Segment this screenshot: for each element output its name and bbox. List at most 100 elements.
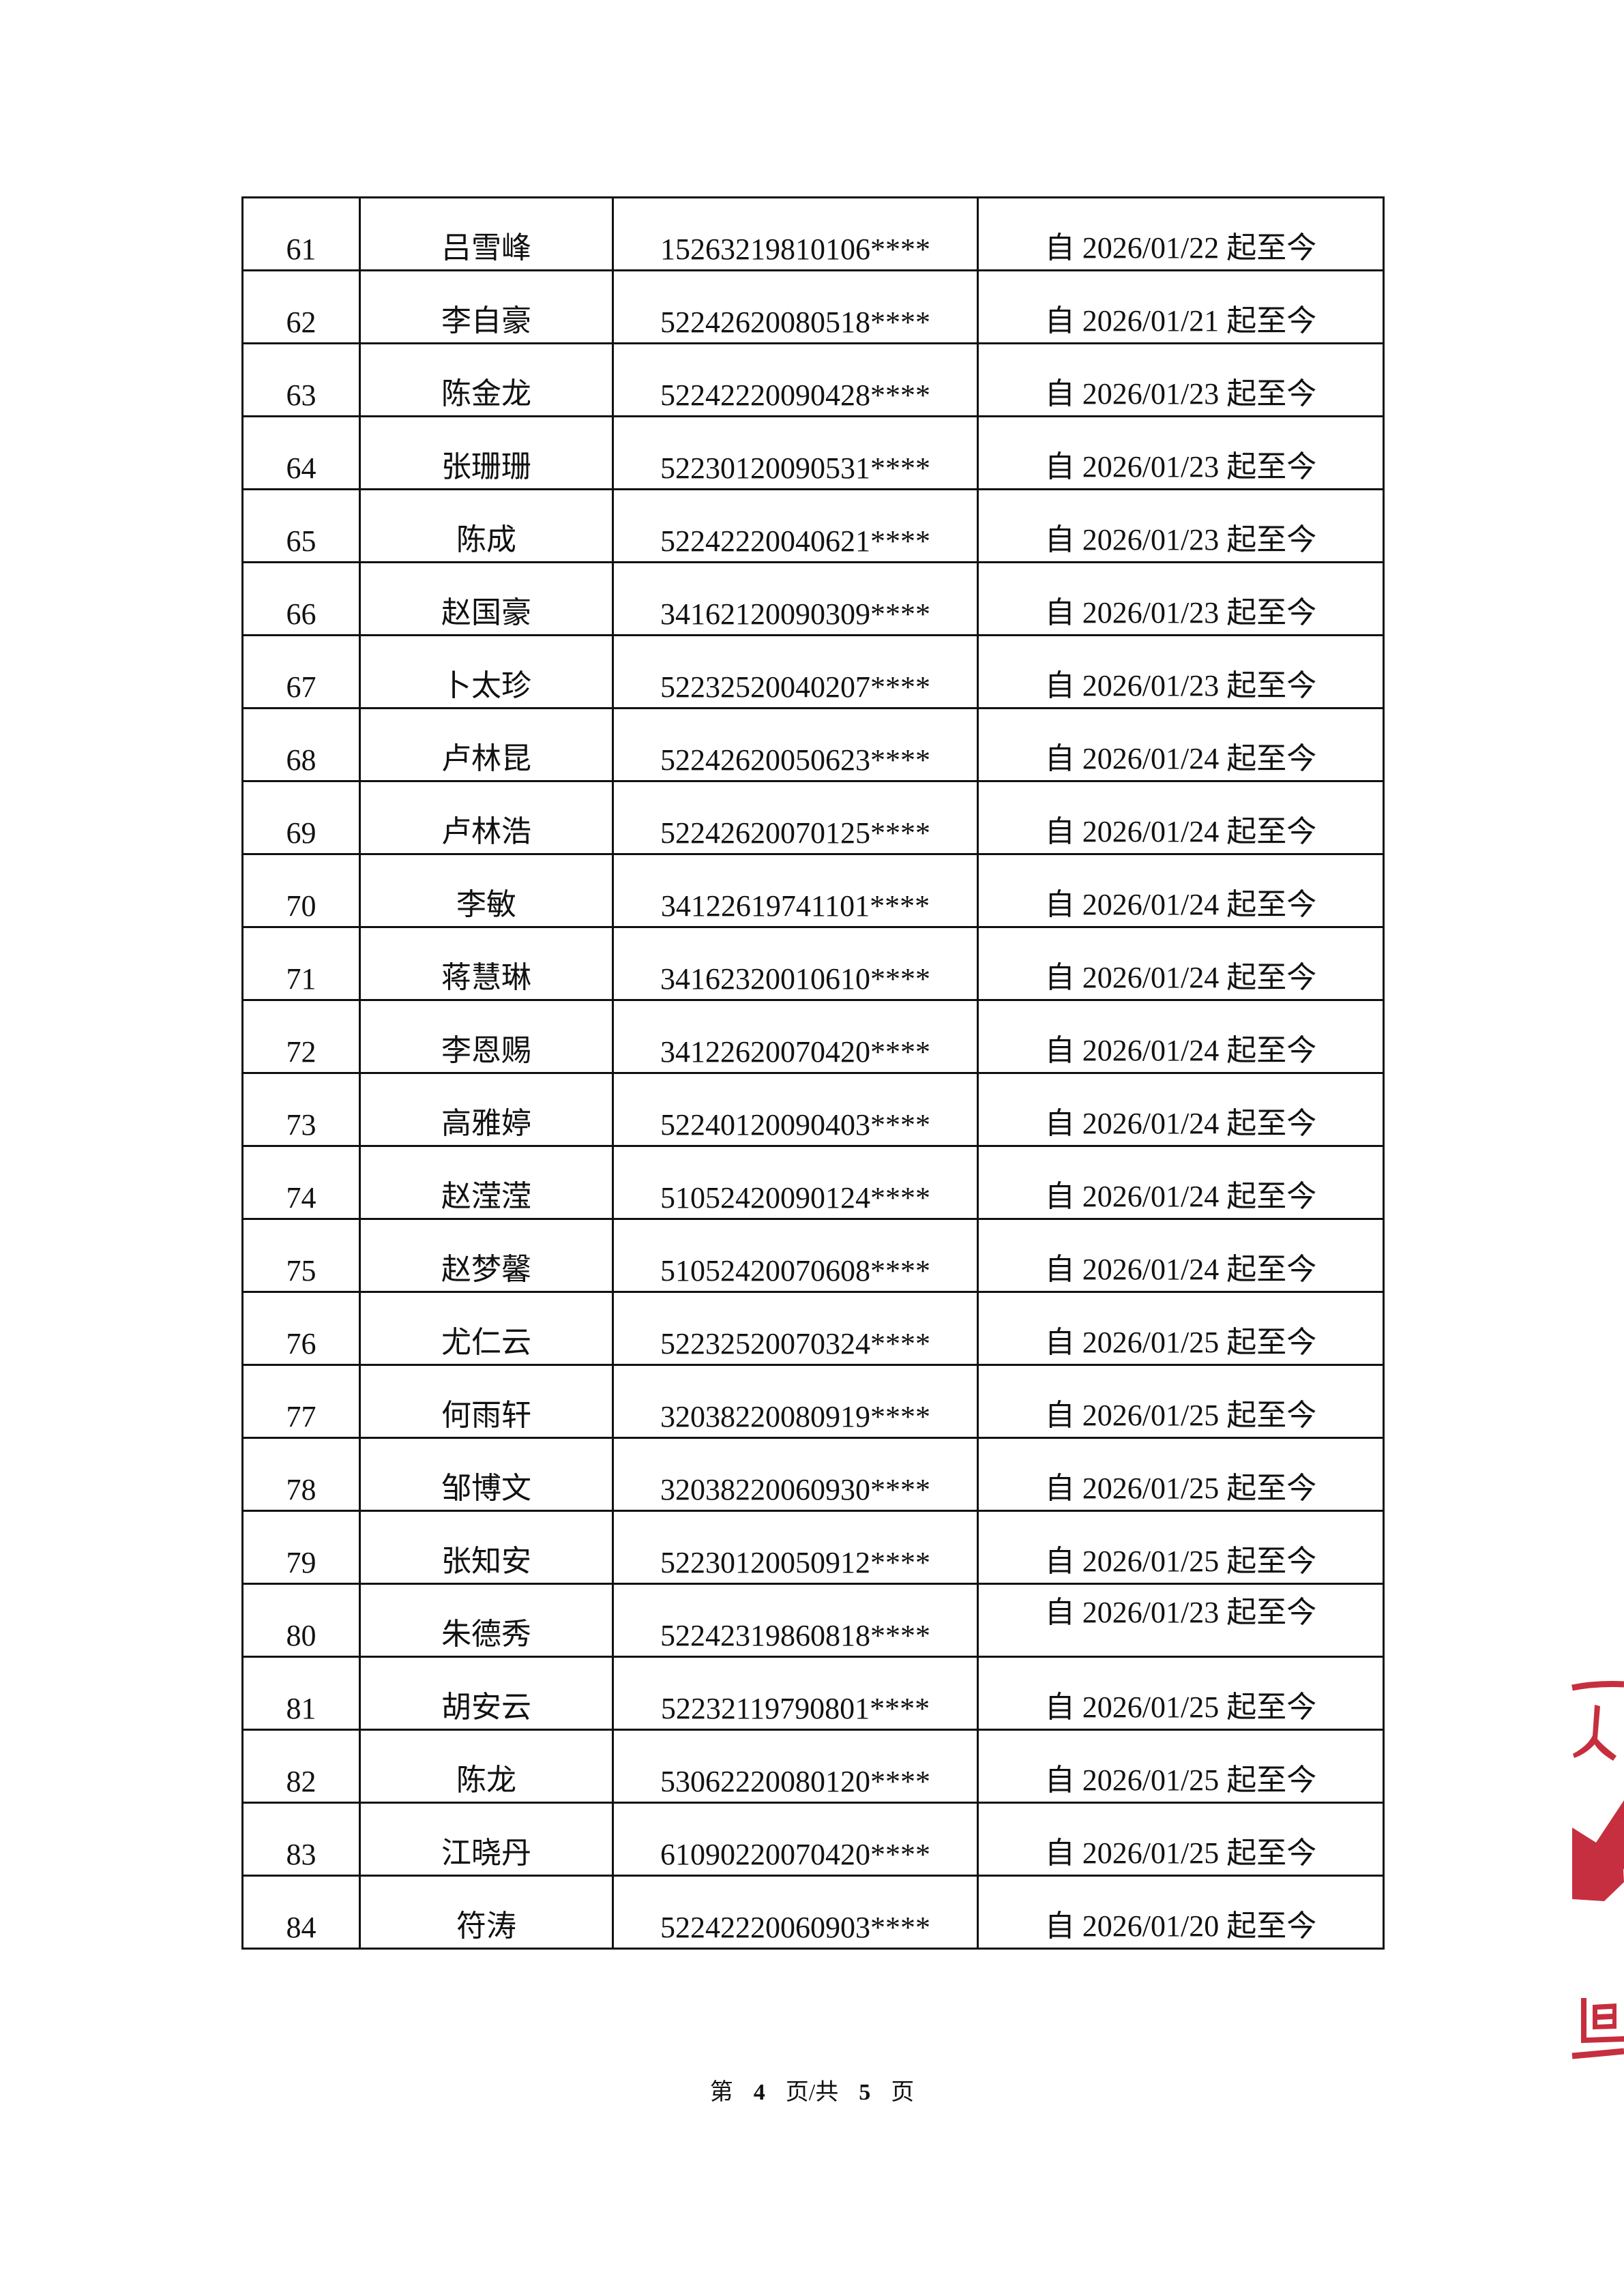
row-number-cell: 71 xyxy=(241,926,361,1001)
person-name: 赵梦馨 xyxy=(441,1253,531,1286)
person-name: 卢林浩 xyxy=(441,815,531,848)
footer-prefix: 第 xyxy=(709,2080,733,2105)
id-number-cell: 61090220070420**** xyxy=(612,1802,979,1877)
row-number-cell: 79 xyxy=(241,1510,361,1585)
row-number-cell: 83 xyxy=(241,1802,361,1877)
id-number-cell: 52242220040621**** xyxy=(612,488,979,563)
id-number: 52242620080518**** xyxy=(660,305,930,339)
id-number-cell: 34162120090309**** xyxy=(612,561,979,636)
id-number: 52232520070324**** xyxy=(660,1327,930,1360)
id-number-cell: 34122619741101**** xyxy=(612,853,979,928)
date-range: 自 2026/01/25 起至今 xyxy=(1044,1545,1317,1578)
id-number: 51052420070608**** xyxy=(660,1254,930,1287)
person-name-cell: 赵滢滢 xyxy=(359,1145,614,1220)
id-number-cell: 52242620050623**** xyxy=(612,707,979,782)
date-range: 自 2026/01/24 起至今 xyxy=(1044,1034,1317,1067)
id-number-cell: 52230120050912**** xyxy=(612,1510,979,1585)
id-number-cell: 52232520040207**** xyxy=(612,634,979,709)
id-number: 52242319860818**** xyxy=(660,1619,930,1652)
table-row: 84 符涛 52242220060903**** 自 2026/01/20 起至今 xyxy=(241,1875,1385,1950)
table-row: 77 何雨轩 32038220080919**** 自 2026/01/25 起至今 xyxy=(241,1364,1385,1439)
person-name: 李敏 xyxy=(456,888,516,921)
row-number-cell: 61 xyxy=(241,196,361,271)
row-number-cell: 84 xyxy=(241,1875,361,1950)
person-name-cell: 何雨轩 xyxy=(359,1364,614,1439)
id-number-cell: 52240120090403**** xyxy=(612,1072,979,1147)
row-number-cell: 78 xyxy=(241,1437,361,1512)
id-number: 34122619741101**** xyxy=(660,889,930,923)
person-name: 卢林昆 xyxy=(441,742,531,775)
person-name-cell: 符涛 xyxy=(359,1875,614,1950)
date-range-cell: 自 2026/01/25 起至今 xyxy=(977,1364,1385,1439)
id-number: 52242220090428**** xyxy=(660,378,930,412)
person-name-cell: 卢林浩 xyxy=(359,780,614,855)
current-page: 4 xyxy=(753,2080,765,2105)
date-range-cell: 自 2026/01/24 起至今 xyxy=(977,926,1385,1001)
date-range-cell: 自 2026/01/22 起至今 xyxy=(977,196,1385,271)
date-range: 自 2026/01/24 起至今 xyxy=(1044,1180,1317,1213)
table-row: 62 李自豪 52242620080518**** 自 2026/01/21 起至今 xyxy=(241,269,1385,344)
row-number: 61 xyxy=(286,233,316,266)
id-number: 52242620070125**** xyxy=(660,816,930,850)
person-name-cell: 吕雪峰 xyxy=(359,196,614,271)
row-number: 70 xyxy=(286,889,316,923)
row-number-cell: 62 xyxy=(241,269,361,344)
date-range: 自 2026/01/23 起至今 xyxy=(1044,523,1317,556)
id-number: 53062220080120**** xyxy=(660,1765,930,1798)
row-number-cell: 80 xyxy=(241,1583,361,1658)
id-number: 52242220060903**** xyxy=(660,1911,930,1944)
row-number: 63 xyxy=(286,378,316,412)
id-number: 32038220060930**** xyxy=(660,1473,930,1506)
date-range: 自 2026/01/25 起至今 xyxy=(1044,1763,1317,1797)
table-row: 72 李恩赐 34122620070420**** 自 2026/01/24 起至今 xyxy=(241,999,1385,1074)
date-range: 自 2026/01/24 起至今 xyxy=(1044,961,1317,994)
person-name: 陈金龙 xyxy=(441,377,531,411)
table-row: 76 尤仁云 52232520070324**** 自 2026/01/25 起至今 xyxy=(241,1291,1385,1366)
date-range-cell: 自 2026/01/24 起至今 xyxy=(977,1218,1385,1293)
row-number-cell: 82 xyxy=(241,1729,361,1804)
date-range: 自 2026/01/23 起至今 xyxy=(1044,596,1317,629)
person-name: 陈龙 xyxy=(456,1763,516,1797)
row-number-cell: 81 xyxy=(241,1656,361,1731)
row-number-cell: 76 xyxy=(241,1291,361,1366)
row-number: 77 xyxy=(286,1400,316,1433)
table-row: 73 高雅婷 52240120090403**** 自 2026/01/24 起至今 xyxy=(241,1072,1385,1147)
row-number: 74 xyxy=(286,1181,316,1214)
table-row: 67 卜太珍 52232520040207**** 自 2026/01/23 起至今 xyxy=(241,634,1385,709)
id-number-cell: 34162320010610**** xyxy=(612,926,979,1001)
date-range-cell: 自 2026/01/24 起至今 xyxy=(977,1072,1385,1147)
id-number: 52232119790801**** xyxy=(660,1692,930,1725)
person-name: 蒋慧琳 xyxy=(441,961,531,994)
date-range-cell: 自 2026/01/24 起至今 xyxy=(977,780,1385,855)
total-pages: 5 xyxy=(859,2080,871,2105)
date-range-cell: 自 2026/01/24 起至今 xyxy=(977,853,1385,928)
table-row: 81 胡安云 52232119790801**** 自 2026/01/25 起至今 xyxy=(241,1656,1385,1731)
date-range-cell: 自 2026/01/25 起至今 xyxy=(977,1510,1385,1585)
date-range: 自 2026/01/25 起至今 xyxy=(1044,1472,1317,1505)
table-row: 61 吕雪峰 15263219810106**** 自 2026/01/22 起至今 xyxy=(241,196,1385,271)
row-number-cell: 69 xyxy=(241,780,361,855)
person-name-cell: 陈龙 xyxy=(359,1729,614,1804)
date-range: 自 2026/01/23 起至今 xyxy=(1044,669,1317,702)
table-row: 65 陈成 52242220040621**** 自 2026/01/23 起至今 xyxy=(241,488,1385,563)
date-range-cell: 自 2026/01/25 起至今 xyxy=(977,1291,1385,1366)
row-number-cell: 77 xyxy=(241,1364,361,1439)
table-row: 64 张珊珊 52230120090531**** 自 2026/01/23 起至今 xyxy=(241,415,1385,490)
date-range-cell: 自 2026/01/20 起至今 xyxy=(977,1875,1385,1950)
table-row: 82 陈龙 53062220080120**** 自 2026/01/25 起至今 xyxy=(241,1729,1385,1804)
person-name-cell: 陈金龙 xyxy=(359,342,614,417)
id-number: 34162320010610**** xyxy=(660,962,930,996)
row-number: 66 xyxy=(286,597,316,631)
id-number-cell: 32038220060930**** xyxy=(612,1437,979,1512)
id-number-cell: 52232520070324**** xyxy=(612,1291,979,1366)
person-name: 符涛 xyxy=(456,1909,516,1943)
row-number: 81 xyxy=(286,1692,316,1725)
id-number: 52240120090403**** xyxy=(660,1108,930,1142)
id-number-cell: 15263219810106**** xyxy=(612,196,979,271)
person-name: 卜太珍 xyxy=(441,669,531,702)
id-number: 34122620070420**** xyxy=(660,1035,930,1069)
row-number: 79 xyxy=(286,1546,316,1579)
row-number-cell: 68 xyxy=(241,707,361,782)
page-footer: 第 4 页/共 5 页 xyxy=(0,2073,1624,2106)
date-range: 自 2026/01/24 起至今 xyxy=(1044,1253,1317,1286)
